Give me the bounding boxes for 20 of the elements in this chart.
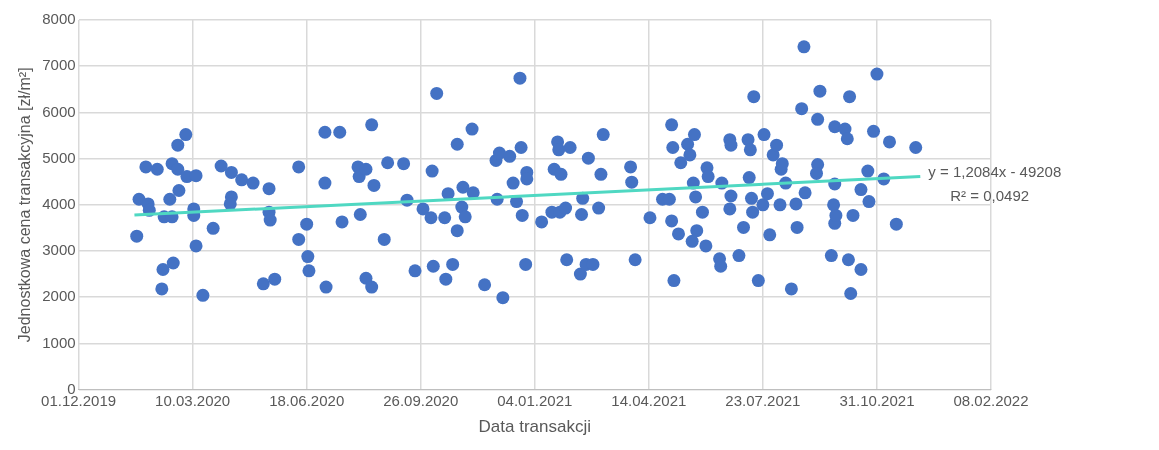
x-tick-label: 10.03.2020 [155,391,231,409]
annotation: R² = 0,0492 [950,186,1030,204]
annotation: y = 1,2084x - 49208 [928,162,1062,180]
y-tick-label: 4000 [42,194,76,212]
x-tick-label: 26.09.2020 [383,391,459,409]
x-tick-label: 31.10.2021 [839,391,915,409]
y-tick-label: 8000 [42,10,76,28]
x-axis-title: Data transakcji [478,417,591,437]
x-tick-label: 08.02.2022 [953,391,1029,409]
x-tick-label: 04.01.2021 [497,391,573,409]
x-tick-label: 23.07.2021 [725,391,801,409]
y-tick-label: 1000 [42,333,76,351]
y-tick-label: 3000 [42,241,76,259]
y-tick-label: 5000 [42,148,76,166]
x-tick-label: 14.04.2021 [611,391,687,409]
y-tick-label: 7000 [42,56,76,74]
x-tick-label: 18.06.2020 [269,391,345,409]
y-tick-label: 2000 [42,287,76,305]
y-axis-title: Jednostkowa cena transakcyjna [zł/m²] [16,67,34,343]
y-tick-label: 6000 [42,102,76,120]
